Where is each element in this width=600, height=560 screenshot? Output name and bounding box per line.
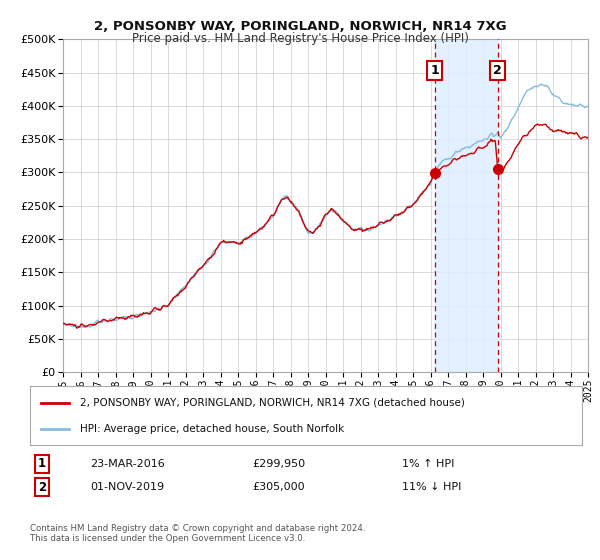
- Text: £305,000: £305,000: [252, 482, 305, 492]
- Text: 23-MAR-2016: 23-MAR-2016: [90, 459, 165, 469]
- Text: Contains HM Land Registry data © Crown copyright and database right 2024.
This d: Contains HM Land Registry data © Crown c…: [30, 524, 365, 543]
- Text: 11% ↓ HPI: 11% ↓ HPI: [402, 482, 461, 492]
- Text: 1: 1: [430, 64, 439, 77]
- Text: 2, PONSONBY WAY, PORINGLAND, NORWICH, NR14 7XG (detached house): 2, PONSONBY WAY, PORINGLAND, NORWICH, NR…: [80, 398, 464, 408]
- Text: 1: 1: [38, 457, 46, 470]
- Text: £299,950: £299,950: [252, 459, 305, 469]
- Text: 2, PONSONBY WAY, PORINGLAND, NORWICH, NR14 7XG: 2, PONSONBY WAY, PORINGLAND, NORWICH, NR…: [94, 20, 506, 32]
- Text: 1% ↑ HPI: 1% ↑ HPI: [402, 459, 454, 469]
- Text: 01-NOV-2019: 01-NOV-2019: [90, 482, 164, 492]
- Text: 2: 2: [493, 64, 502, 77]
- Bar: [434, 39, 497, 372]
- Text: 2: 2: [38, 480, 46, 494]
- Text: HPI: Average price, detached house, South Norfolk: HPI: Average price, detached house, Sout…: [80, 424, 344, 434]
- Text: Price paid vs. HM Land Registry's House Price Index (HPI): Price paid vs. HM Land Registry's House …: [131, 32, 469, 45]
